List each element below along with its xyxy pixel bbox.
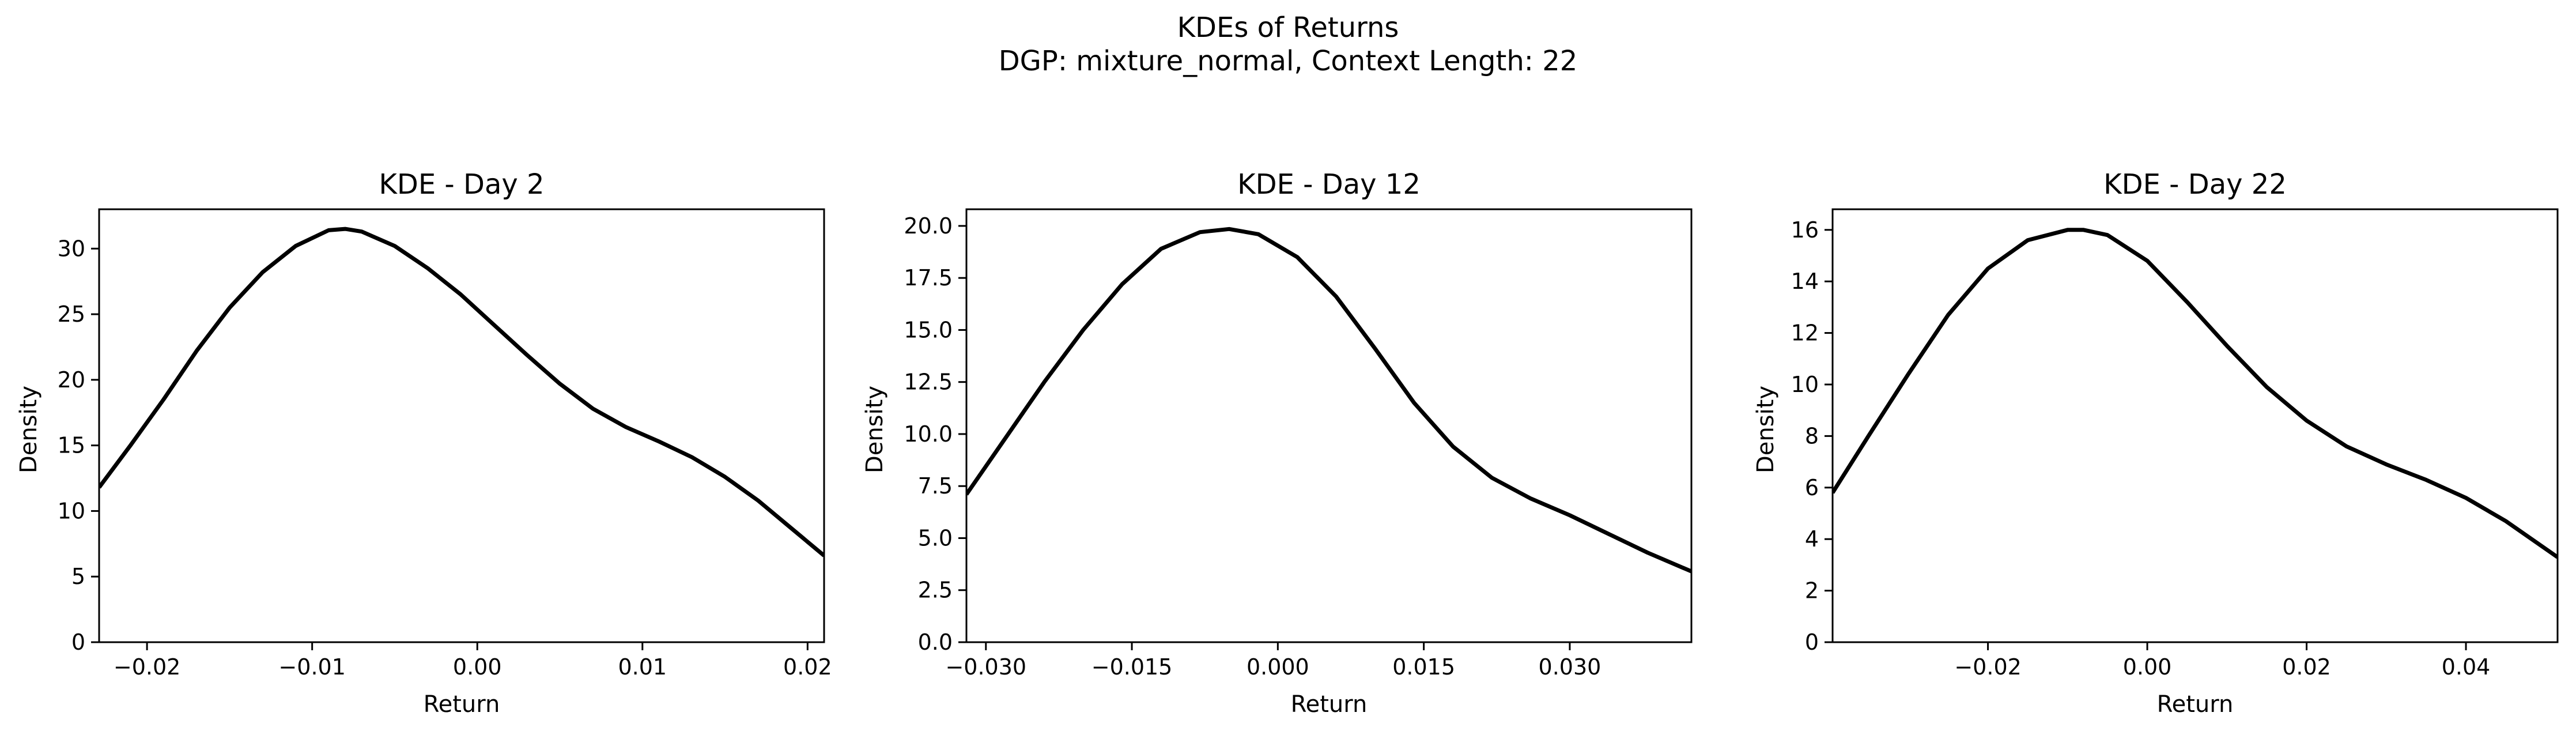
y-tick-label: 15.0 xyxy=(904,317,953,342)
x-axis-label: Return xyxy=(2157,691,2234,718)
y-tick-label: 12 xyxy=(1791,321,1819,346)
x-tick-label: 0.00 xyxy=(2123,654,2172,680)
y-tick-label: 30 xyxy=(58,236,85,261)
y-tick-label: 2.5 xyxy=(918,578,953,603)
axes-frame xyxy=(965,208,1693,643)
y-axis-label: Density xyxy=(862,386,888,473)
y-tick-label: 16 xyxy=(1791,217,1819,243)
x-axis-label: Return xyxy=(424,691,500,718)
x-tick-label: 0.015 xyxy=(1392,654,1455,680)
x-tick-label: 0.02 xyxy=(2282,654,2331,680)
y-tick-label: 15 xyxy=(58,433,85,458)
x-tick-label: −0.02 xyxy=(114,654,180,680)
kde-panel-day-2: KDE - Day 2 Return Density −0.02 −0.01 0.0… xyxy=(16,168,832,718)
x-tick-label: −0.02 xyxy=(1954,654,2021,680)
y-tick-label: 5.0 xyxy=(918,525,953,551)
y-tick-label: 0.0 xyxy=(918,630,953,655)
x-tick-label: 0.000 xyxy=(1247,654,1309,680)
y-tick-label: 14 xyxy=(1791,269,1819,294)
x-tick-label: −0.01 xyxy=(278,654,345,680)
kde-curve xyxy=(1833,228,2558,559)
panel-title: KDE - Day 12 xyxy=(1237,168,1421,201)
y-tick-label: 17.5 xyxy=(904,265,953,291)
y-axis-label: Density xyxy=(1752,386,1779,473)
kde-curve xyxy=(966,227,1691,574)
panel-title: KDE - Day 22 xyxy=(2103,168,2287,201)
figure-title: KDEs of Returns xyxy=(1177,12,1399,44)
x-axis-label: Return xyxy=(1291,691,1368,718)
y-tick-label: 25 xyxy=(58,301,85,327)
kde-panel-day-22: KDE - Day 22 Return Density −0.02 0.00 0.0… xyxy=(1752,168,2559,718)
y-tick-label: 0 xyxy=(1805,630,1819,655)
y-tick-label: 0 xyxy=(71,630,85,655)
y-axis-label: Density xyxy=(16,386,42,473)
x-tick-label: 0.00 xyxy=(453,654,502,680)
x-tick-label: 0.01 xyxy=(618,654,667,680)
y-tick-label: 5 xyxy=(71,564,85,589)
panel-title: KDE - Day 2 xyxy=(379,168,544,201)
y-tick-label: 8 xyxy=(1805,423,1819,448)
x-tick-label: 0.02 xyxy=(783,654,832,680)
y-tick-label: 20.0 xyxy=(904,213,953,239)
kde-panel-day-12: KDE - Day 12 Return Density −0.030 −0.015… xyxy=(862,168,1693,718)
axes-frame xyxy=(98,208,825,643)
y-tick-label: 12.5 xyxy=(904,370,953,395)
y-tick-label: 7.5 xyxy=(918,473,953,499)
x-tick-label: 0.04 xyxy=(2442,654,2491,680)
y-tick-label: 2 xyxy=(1805,578,1819,604)
x-tick-label: −0.015 xyxy=(1091,654,1173,680)
x-tick-label: 0.030 xyxy=(1539,654,1601,680)
figure-subtitle: DGP: mixture_normal, Context Length: 22 xyxy=(999,45,1578,77)
kde-curve xyxy=(99,227,824,557)
x-tick-label: −0.030 xyxy=(945,654,1026,680)
y-tick-label: 10.0 xyxy=(904,421,953,447)
y-tick-label: 20 xyxy=(58,367,85,393)
y-tick-label: 6 xyxy=(1805,475,1819,500)
axes-frame xyxy=(1831,208,2559,643)
y-tick-label: 10 xyxy=(58,498,85,523)
y-tick-label: 10 xyxy=(1791,372,1819,397)
y-tick-label: 4 xyxy=(1805,526,1819,552)
